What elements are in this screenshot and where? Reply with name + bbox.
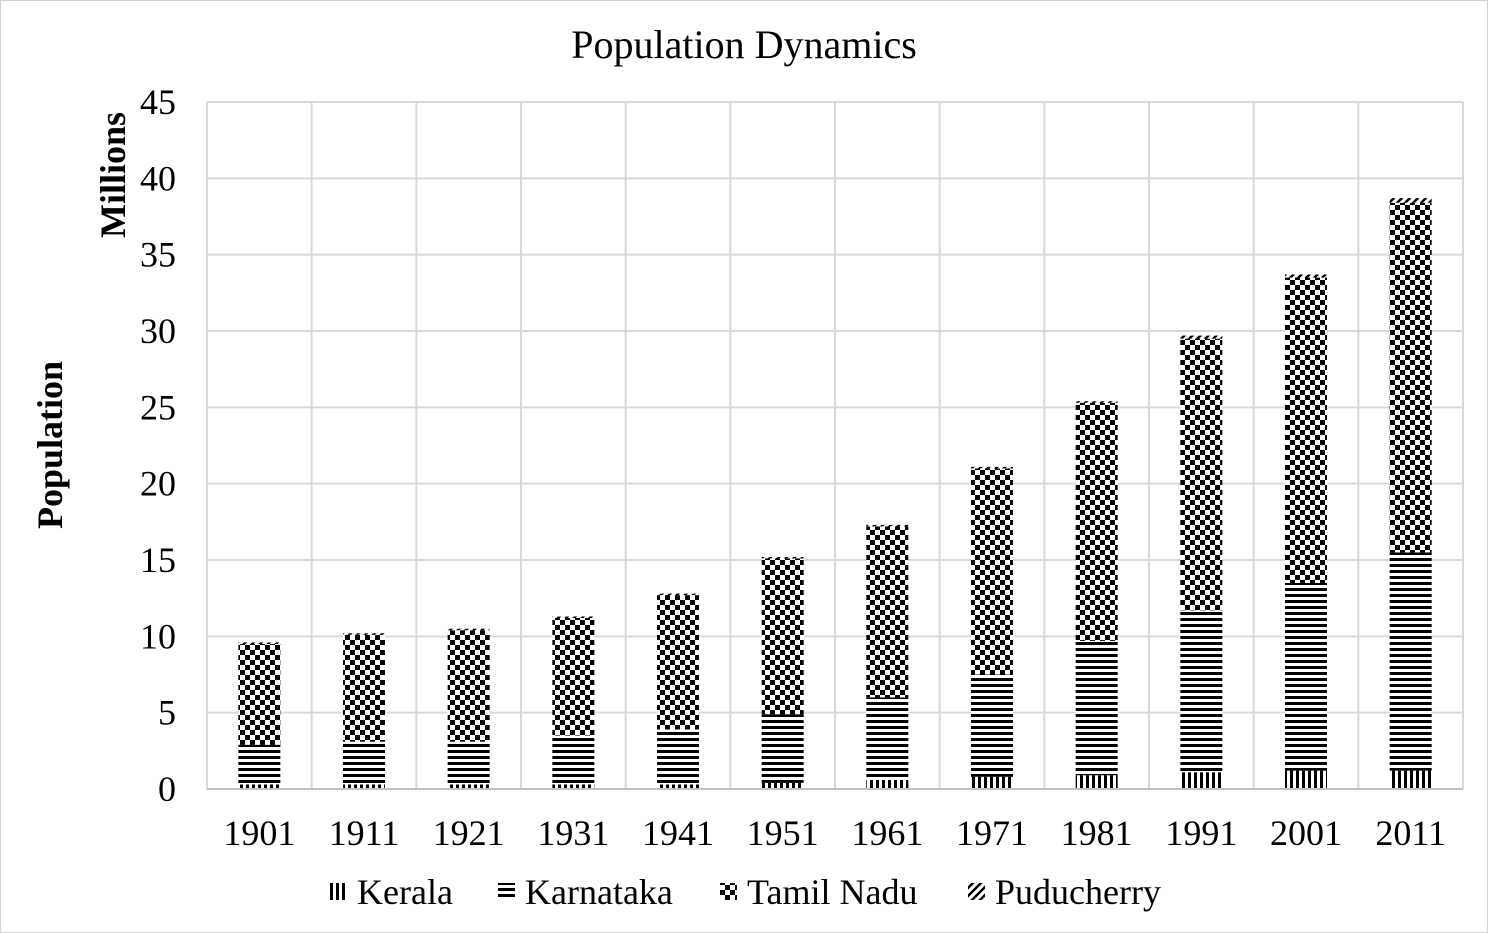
bar-kerala-1931 [552,784,595,789]
legend-swatch [330,883,347,900]
legend-label: Karnataka [525,872,673,912]
bar-tamil-nadu-1961 [866,526,909,698]
bar-karnataka-1921 [447,741,490,785]
bar-tamil-nadu-2011 [1389,202,1432,553]
x-tick-label: 1951 [747,813,819,853]
y-tick-label: 15 [140,540,176,580]
bar-karnataka-1901 [238,744,281,785]
bar-kerala-1961 [866,779,909,789]
y-tick-label: 20 [140,464,176,504]
y-tick-label: 10 [140,616,176,656]
bar-kerala-1981 [1075,775,1118,789]
bar-tamil-nadu-1941 [657,595,699,730]
y-axis-unit-label: Millions [93,112,133,238]
bar-karnataka-1951 [761,714,804,783]
legend: Kerala Karnataka Tamil Nadu Puducherry [330,872,1161,912]
x-tick-label: 1941 [642,813,714,853]
bar-tamil-nadu-1981 [1075,402,1118,641]
bar-kerala-2001 [1285,770,1327,789]
bar-puducherry-1951 [761,556,804,559]
legend-item-karnataka: Karnataka [498,872,673,912]
bar-tamil-nadu-1991 [1180,338,1223,611]
bar-karnataka-1981 [1075,640,1118,776]
bar-puducherry-1941 [657,593,699,596]
bar-tamil-nadu-1921 [447,630,490,742]
bar-kerala-1971 [971,776,1013,789]
bar-karnataka-1971 [971,674,1013,777]
legend-swatch [498,883,515,900]
bar-karnataka-1961 [866,697,909,780]
legend-label: Puducherry [995,872,1161,912]
bar-karnataka-2001 [1285,582,1327,771]
legend-item-tamil-nadu: Tamil Nadu [720,872,917,912]
y-tick-label: 35 [140,235,176,275]
bar-kerala-1951 [761,782,804,789]
y-tick-label: 30 [140,311,176,351]
bar-puducherry-1911 [343,633,385,635]
x-tick-label: 1991 [1165,813,1237,853]
legend-label: Tamil Nadu [747,872,917,912]
bar-puducherry-2001 [1285,274,1327,278]
x-tick-label: 2001 [1270,813,1342,853]
legend-swatch [720,883,737,900]
bar-kerala-1911 [343,784,385,789]
bar-kerala-1991 [1180,772,1223,789]
bar-kerala-2011 [1389,770,1432,789]
bar-karnataka-1931 [552,735,595,785]
bar-karnataka-2011 [1389,552,1432,771]
y-tick-label: 40 [140,158,176,198]
bar-puducherry-2011 [1389,198,1432,203]
bar-puducherry-1961 [866,524,909,527]
y-tick-label: 5 [158,693,176,733]
bars [238,198,1432,789]
legend-item-kerala: Kerala [330,872,453,912]
y-tick-label: 45 [140,82,176,122]
bar-tamil-nadu-1931 [552,618,595,736]
bar-tamil-nadu-1901 [238,643,281,745]
x-tick-label: 2011 [1375,813,1446,853]
bar-karnataka-1991 [1180,610,1223,773]
bar-puducherry-1921 [447,628,490,631]
x-tick-label: 1911 [329,813,400,853]
x-tick-label: 1921 [433,813,505,853]
bar-tamil-nadu-1951 [761,558,804,715]
x-tick-label: 1971 [956,813,1028,853]
x-tick-label: 1981 [1061,813,1133,853]
bar-karnataka-1911 [343,741,385,785]
bar-tamil-nadu-1911 [343,634,385,742]
bar-kerala-1901 [238,784,281,789]
y-tick-labels: 0 5 10 15 20 25 30 35 40 45 [140,82,176,809]
bar-puducherry-1931 [552,616,595,619]
y-tick-label: 0 [158,769,176,809]
bar-puducherry-1981 [1075,401,1118,403]
bar-kerala-1921 [447,784,490,789]
y-tick-label: 25 [140,387,176,427]
bar-tamil-nadu-1971 [971,468,1013,675]
legend-item-puducherry: Puducherry [968,872,1161,912]
bar-puducherry-1991 [1180,335,1223,339]
legend-label: Kerala [357,872,453,912]
bar-karnataka-1941 [657,729,699,785]
chart-title: Population Dynamics [571,22,917,67]
x-tick-label: 1961 [851,813,923,853]
bar-kerala-1941 [657,784,699,789]
gridlines [206,101,1464,789]
x-tick-labels: 1901 1911 1921 1931 1941 1951 1961 1971 1981 1991… [223,813,1446,853]
legend-swatch [968,883,985,900]
x-tick-label: 1931 [537,813,609,853]
x-tick-label: 1901 [223,813,295,853]
bar-puducherry-1971 [971,466,1013,469]
bar-tamil-nadu-2001 [1285,277,1327,583]
bar-puducherry-1901 [238,642,281,644]
y-axis-label: Population [30,361,70,529]
